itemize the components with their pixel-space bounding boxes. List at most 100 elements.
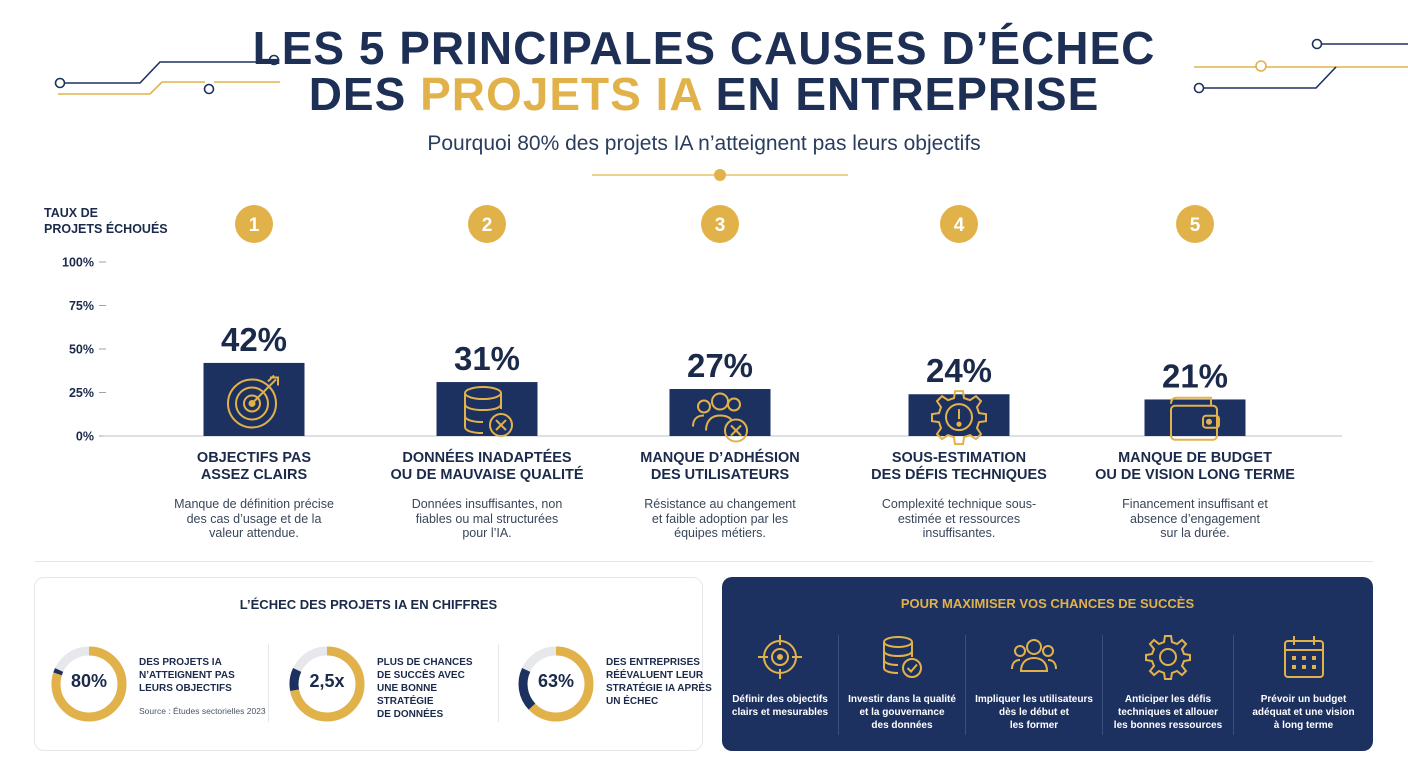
- stat-label: DES PROJETS IA N’ATTEIGNENT PAS LEURS OBJE…: [139, 656, 254, 695]
- donut-remainder-arc: [51, 646, 127, 722]
- bar-value-label: 24%: [926, 352, 992, 389]
- tip-label: Impliquer les utilisateurs dès le début e…: [966, 693, 1102, 732]
- stat-label: PLUS DE CHANCES DE SUCCÈS AVEC UNE BONNE S…: [377, 656, 492, 721]
- stat-value: 80%: [70, 671, 108, 691]
- cause-description: Financement insuffisant et absence d’enga…: [1095, 497, 1295, 541]
- stat-label-line: DES PROJETS IA: [139, 657, 222, 668]
- cause-desc-line: équipes métiers.: [674, 526, 766, 540]
- rank-badge: [235, 205, 273, 243]
- tip-separator: [838, 635, 839, 735]
- database-check-icon: [883, 636, 922, 678]
- gear-alert-icon: [931, 390, 987, 446]
- page-title-line-2: DES PROJETS IA EN ENTREPRISE: [0, 67, 1408, 121]
- bar-chart: TAUX DE PROJETS ÉCHOUÉS 0% 25% 50% 75% 100% 42%…: [44, 205, 1342, 446]
- cause-title: OBJECTIFS PAS ASSEZ CLAIRS: [139, 450, 369, 484]
- tip-label-line: à long terme: [1273, 720, 1334, 731]
- y-tick-label: 100%: [62, 256, 94, 270]
- bar-3: [669, 389, 771, 436]
- success-tips-panel: POUR MAXIMISER VOS CHANCES DE SUCCÈS Déf…: [722, 577, 1373, 751]
- stat-separator: [498, 644, 499, 722]
- bar-value-label: 42%: [221, 321, 287, 358]
- users-icon: [1011, 639, 1057, 672]
- tip-label-line: les former: [1009, 720, 1059, 731]
- cause-desc-line: sur la durée.: [1160, 526, 1230, 540]
- cause-desc-line: fiables ou mal structurées: [415, 511, 559, 526]
- cause-desc-line: pour l’IA.: [462, 526, 512, 540]
- title-part-1: DES: [308, 68, 421, 120]
- tip-separator: [1233, 635, 1234, 735]
- cause-title-line: DES UTILISATEURS: [650, 467, 790, 483]
- cause-desc-line: Données insuffisantes, non: [411, 497, 563, 511]
- cause-title-line: MANQUE D’ADHÉSION: [640, 450, 800, 466]
- tip-label-line: adéquat et une vision: [1252, 707, 1355, 718]
- rank-number: 4: [954, 215, 965, 236]
- users-x-icon: [692, 392, 748, 443]
- cause-description: Manque de définition précise des cas d’us…: [154, 497, 354, 541]
- donut-2-5x-icon: [289, 646, 365, 722]
- rank-number: 1: [249, 215, 260, 236]
- y-axis-title: TAUX DE PROJETS ÉCHOUÉS: [44, 206, 168, 236]
- crosshair-icon: [758, 635, 802, 679]
- tip-item: Prévoir un budget adéquat et une vision à …: [1234, 633, 1373, 743]
- cause-desc-line: valeur attendue.: [209, 526, 299, 540]
- gear-icon: [1145, 635, 1191, 680]
- stat-label-line: DES ENTREPRISES: [606, 657, 700, 668]
- cause-description: Résistance au changement et faible adopti…: [620, 497, 820, 541]
- title-part-2: EN ENTREPRISE: [701, 68, 1100, 120]
- donut-80-icon: [51, 646, 127, 722]
- title-accent: PROJETS IA: [420, 68, 702, 120]
- stat-label-line: UNE BONNE STRATÉGIE: [377, 683, 438, 707]
- section-divider: [35, 561, 1373, 562]
- cause-desc-line: absence d’engagement: [1130, 511, 1260, 526]
- cause-title: MANQUE D’ADHÉSION DES UTILISATEURS: [605, 450, 835, 484]
- tip-label-line: Prévoir un budget: [1260, 694, 1347, 705]
- stat-label-line: PLUS DE CHANCES: [377, 657, 473, 668]
- cause-title: MANQUE DE BUDGET OU DE VISION LONG TERME: [1080, 450, 1310, 484]
- circuit-decoration-left: [54, 54, 280, 95]
- stat-label-line: N’ATTEIGNENT PAS: [139, 670, 235, 681]
- rank-badge: [940, 205, 978, 243]
- tip-label-line: clairs et mesurables: [731, 707, 829, 718]
- rank-badge: [1176, 205, 1214, 243]
- stat-value: 63%: [537, 671, 575, 691]
- bar-value-label: 31%: [454, 340, 520, 377]
- tip-label: Anticiper les défis techniques et allouer…: [1103, 693, 1233, 732]
- cause-description: Données insuffisantes, non fiables ou mal…: [387, 497, 587, 541]
- page-title-line-1: LES 5 PRINCIPALES CAUSES D’ÉCHEC: [252, 22, 1156, 74]
- bar-1: [203, 362, 305, 436]
- tip-label: Prévoir un budget adéquat et une vision à …: [1234, 693, 1373, 732]
- cause-desc-line: estimée et ressources: [897, 511, 1021, 526]
- y-tick-label: 50%: [69, 343, 94, 357]
- success-title: POUR MAXIMISER VOS CHANCES DE SUCCÈS: [900, 596, 1195, 611]
- tip-label-line: Investir dans la qualité: [848, 694, 956, 705]
- tip-label-line: techniques et allouer: [1117, 707, 1219, 718]
- tip-separator: [1102, 635, 1103, 735]
- stat-label-line: UN ÉCHEC: [606, 696, 659, 707]
- rank-badge: [701, 205, 739, 243]
- donut-63-icon: [518, 646, 594, 722]
- y-tick-label: 75%: [69, 299, 94, 313]
- stat-item: 80% DES PROJETS IA N’ATTEIGNENT PAS LEURS …: [49, 644, 279, 724]
- tip-label-line: dès le début et: [998, 707, 1069, 718]
- tip-item: Définir des objectifs clairs et mesurable…: [722, 633, 838, 743]
- cause-desc-line: Complexité technique sous-: [881, 497, 1037, 511]
- y-tick-label: 0%: [76, 430, 94, 444]
- tip-separator: [965, 635, 966, 735]
- stat-label-line: LEURS OBJECTIFS: [139, 683, 232, 694]
- tip-label: Définir des objectifs clairs et mesurable…: [722, 693, 838, 719]
- cause-desc-line: des cas d’usage et de la: [186, 511, 322, 526]
- page-subtitle: Pourquoi 80% des projets IA n’atteignent…: [427, 132, 981, 155]
- rank-number: 3: [715, 215, 726, 236]
- database-x-icon: [464, 386, 513, 438]
- cause-desc-line: insuffisantes.: [922, 526, 996, 540]
- y-tick-label: 25%: [69, 386, 94, 400]
- cause-title-line: SOUS-ESTIMATION: [891, 450, 1027, 466]
- cause-title: DONNÉES INADAPTÉES OU DE MAUVAISE QUALITÉ: [372, 450, 602, 484]
- cause-title-line: OBJECTIFS PAS: [196, 450, 312, 466]
- stat-value: 2,5x: [309, 671, 345, 691]
- stat-item: 2,5x PLUS DE CHANCES DE SUCCÈS AVEC UNE BO…: [287, 644, 517, 724]
- cause-title: SOUS-ESTIMATION DES DÉFIS TECHNIQUES: [844, 450, 1074, 484]
- cause-desc-line: Manque de définition précise: [174, 497, 334, 511]
- donut-remainder-arc: [518, 646, 594, 722]
- tip-item: Investir dans la qualité et la gouvernanc…: [839, 633, 965, 743]
